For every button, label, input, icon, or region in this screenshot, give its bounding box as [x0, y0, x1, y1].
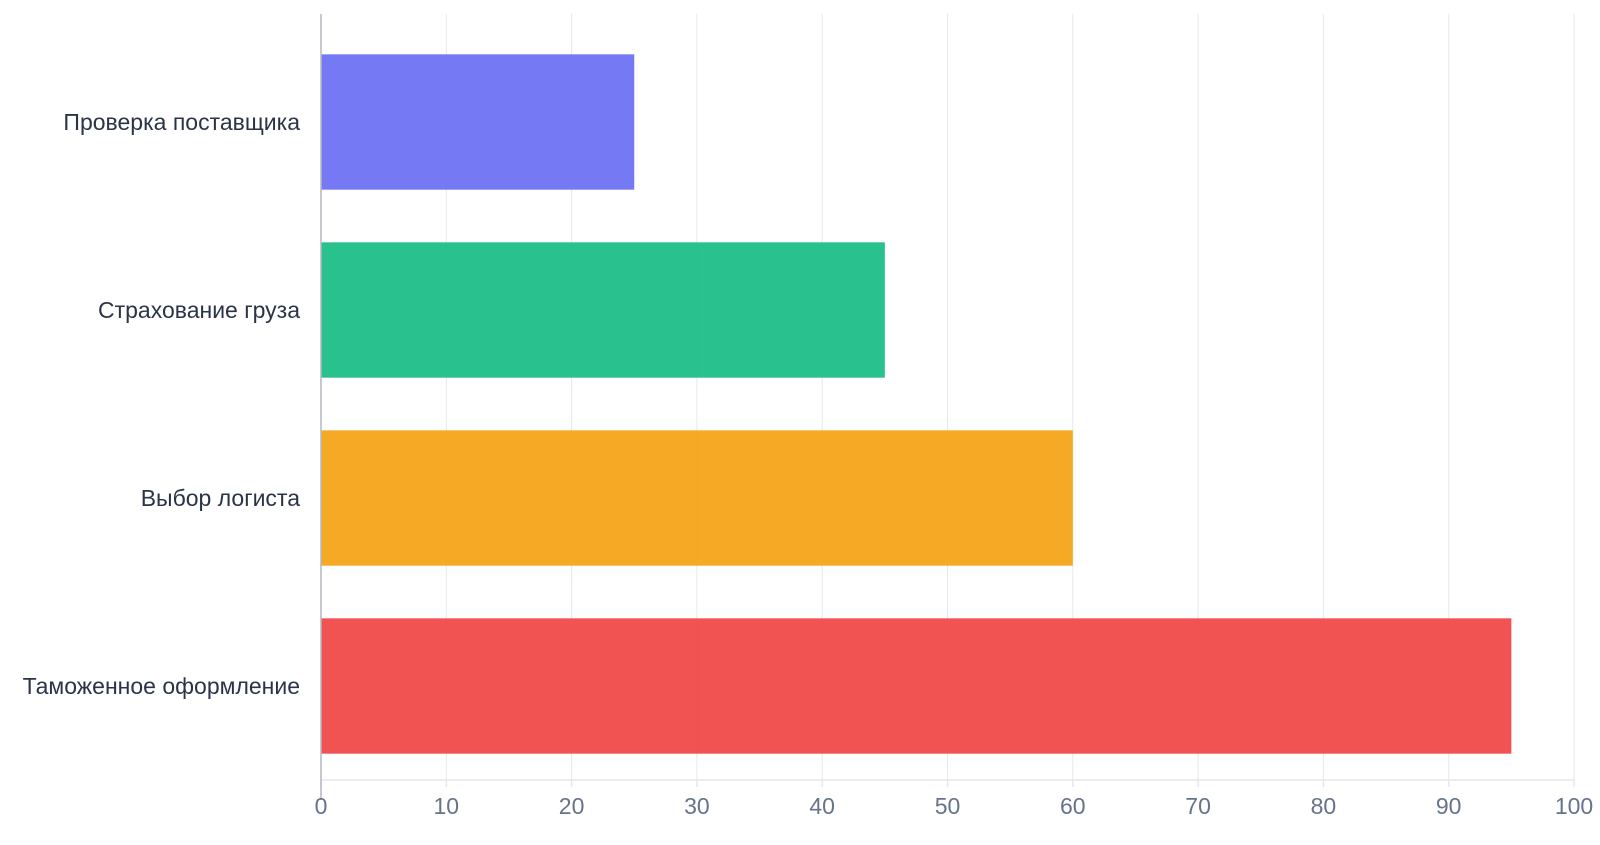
axes — [320, 14, 1575, 800]
x-tick-label: 40 — [809, 793, 835, 819]
bar — [321, 618, 1512, 754]
category-label: Таможенное оформление — [23, 673, 300, 699]
category-label: Выбор логиста — [141, 485, 301, 511]
x-tick-label: 70 — [1185, 793, 1211, 819]
category-labels: Проверка поставщика Страхование груза Выбо… — [23, 109, 301, 699]
bar — [321, 54, 635, 190]
x-tick-label: 50 — [935, 793, 961, 819]
x-tick-label: 10 — [434, 793, 460, 819]
x-tick-label: 60 — [1060, 793, 1086, 819]
bars — [321, 54, 1512, 754]
x-tick-label: 90 — [1436, 793, 1462, 819]
x-tick-label: 20 — [559, 793, 585, 819]
category-label: Проверка поставщика — [63, 109, 300, 135]
x-tick-label: 80 — [1311, 793, 1337, 819]
bar — [321, 242, 885, 378]
x-tick-label: 0 — [315, 793, 328, 819]
x-tick-label: 30 — [684, 793, 710, 819]
category-label: Страхование груза — [98, 297, 300, 323]
x-tick-labels: 0 10 20 30 40 50 60 70 80 90 100 — [315, 793, 1594, 819]
x-tick-label: 100 — [1555, 793, 1593, 819]
bar — [321, 430, 1073, 566]
